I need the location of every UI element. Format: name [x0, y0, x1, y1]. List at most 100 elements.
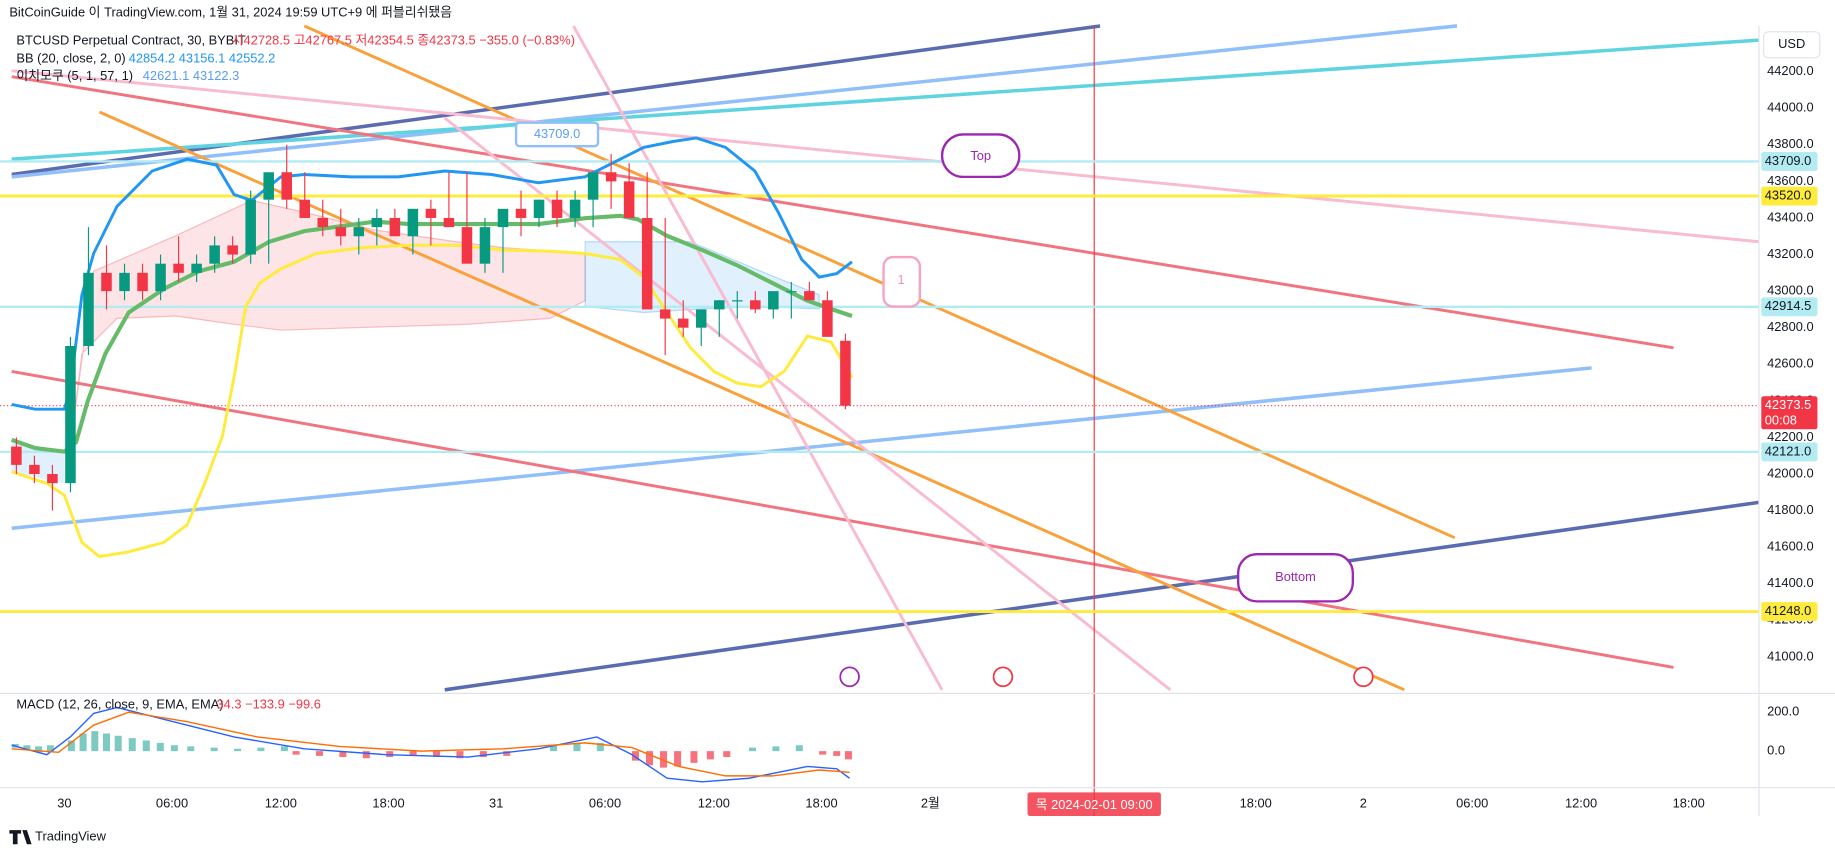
indicator-values: 42854.2 43156.1 42552.2	[129, 50, 276, 65]
price-tag-label: 41248.0	[1765, 603, 1811, 618]
x-tick-label: 06:00	[156, 796, 188, 811]
macd-values: 34.3 −133.9 −99.6	[217, 697, 321, 712]
candle-body	[137, 272, 148, 292]
x-tick-label: 12:00	[265, 796, 297, 811]
candle-body	[425, 208, 437, 218]
trend-line	[11, 24, 1458, 179]
event-icon[interactable]	[992, 666, 1014, 688]
y-tick-label: 43000.0	[1767, 282, 1813, 297]
candle-body	[587, 172, 599, 200]
callout	[940, 133, 1021, 179]
last-price-tag	[1761, 396, 1818, 430]
candle-body	[101, 272, 112, 292]
x-tick-label: 06:00	[589, 796, 621, 811]
y-tick-label: 43800.0	[1767, 136, 1813, 151]
candle-body	[407, 208, 419, 237]
y-tick-label: 41400.0	[1767, 575, 1813, 590]
trend-line	[11, 24, 1101, 177]
candle-body	[768, 291, 779, 310]
indicator-name: 이치모쿠 (5, 1, 57, 1)	[16, 68, 133, 83]
candle-body	[551, 199, 563, 218]
price-tag	[1761, 602, 1818, 621]
y-tick-label: 43200.0	[1767, 246, 1813, 261]
candle-body	[209, 245, 220, 264]
price-tag	[1761, 152, 1818, 171]
y-tick-label: 42800.0	[1767, 319, 1813, 334]
x-tick-label: 31	[489, 796, 503, 811]
candle-body	[227, 245, 238, 255]
candle-body	[155, 263, 166, 292]
candle-body	[461, 227, 473, 264]
macd-pane	[11, 706, 852, 783]
x-tick-label: 2월	[921, 796, 940, 811]
candle-body	[822, 300, 833, 337]
candle-body	[497, 208, 509, 228]
candle-body	[335, 227, 347, 237]
candle-body	[479, 227, 491, 264]
candle-body	[317, 217, 329, 228]
x-tick-label: 06:00	[1456, 796, 1488, 811]
candle-body	[65, 345, 76, 484]
candle-body	[281, 172, 292, 200]
candle-body	[389, 217, 401, 237]
x-tick-label: 18:00	[805, 796, 837, 811]
axes: 41000.041200.041400.041600.041800.042000…	[57, 63, 1818, 816]
crosshair-label: 목 2024-02-01 09:00	[1036, 797, 1153, 812]
x-tick-label: 18:00	[1240, 796, 1272, 811]
candle-body	[47, 474, 58, 484]
callout	[1236, 553, 1355, 603]
x-tick-label: 18:00	[1673, 796, 1705, 811]
footer-brand: TradingView	[35, 829, 106, 844]
price-tag-label: 42914.5	[1765, 298, 1811, 313]
candle-body	[11, 446, 22, 465]
trend-line	[572, 25, 944, 691]
candle-body	[119, 272, 130, 292]
crosshair-tag	[1027, 792, 1161, 816]
candle-body	[840, 340, 851, 406]
macd-histogram	[292, 751, 852, 768]
price-tag	[1761, 297, 1818, 317]
callout	[514, 121, 600, 148]
annotation: 43709.0	[534, 126, 580, 141]
candle-body	[605, 172, 617, 182]
y-tick-label: 42600.0	[1767, 356, 1813, 371]
candle-body	[353, 227, 365, 237]
trend-line	[11, 69, 1760, 244]
x-tick-label: 2	[1360, 796, 1367, 811]
candles	[11, 144, 851, 511]
currency[interactable]: USD	[1778, 36, 1805, 51]
callout	[882, 255, 922, 308]
candle-body	[245, 199, 256, 255]
indicator-values: 42621.1 43122.3	[143, 68, 240, 83]
trend-line	[11, 38, 1760, 161]
price-tag-label: 43709.0	[1765, 153, 1811, 168]
candle-body	[750, 300, 761, 310]
candle-body	[173, 263, 184, 273]
event-icon[interactable]	[1353, 666, 1374, 688]
ohlc-legend: 시42728.5 고42767.5 저42354.5 종42373.5 −355…	[232, 33, 575, 48]
currency-button[interactable]	[1763, 31, 1821, 59]
bb-lower	[11, 243, 854, 559]
event-icon[interactable]	[839, 666, 860, 688]
trend-line	[11, 75, 1674, 350]
y-tick-label: 41800.0	[1767, 502, 1813, 517]
annotation: Top	[970, 148, 991, 163]
candle-body	[623, 181, 635, 218]
price-tag	[1761, 186, 1818, 206]
candle-body	[371, 217, 383, 228]
trend-line	[444, 500, 1760, 692]
trend-line	[443, 116, 1172, 691]
annotations: 43709.0 Top 1 Bottom	[534, 126, 1316, 584]
candle-body	[659, 309, 671, 319]
indicator-name: BB (20, close, 2, 0)	[16, 50, 125, 65]
signal-line	[11, 711, 850, 777]
y-tick-label: 41000.0	[1767, 648, 1813, 663]
y-tick-label: 43400.0	[1767, 209, 1813, 224]
candle-body	[804, 291, 815, 301]
candle-body	[29, 464, 40, 475]
x-tick-label: 18:00	[372, 796, 404, 811]
macd-line	[11, 706, 851, 783]
